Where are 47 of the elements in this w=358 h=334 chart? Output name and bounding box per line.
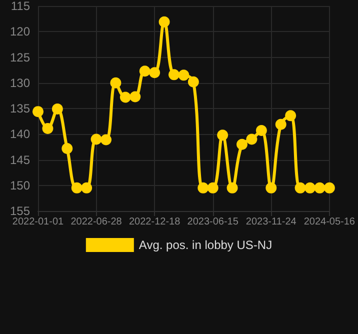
point [32,106,44,118]
y-tick-label: 120 [10,24,30,39]
y-tick-label: 130 [10,76,30,90]
point [314,182,326,194]
point [266,182,277,194]
y-tick-label: 135 [10,102,30,116]
y-tick-label: 150 [10,178,30,192]
point [304,182,316,194]
y-tick-label: 145 [10,152,30,167]
point [294,182,306,194]
x-tick-label: 2024-05-16 [304,216,356,228]
point [246,134,258,145]
point [100,134,112,146]
point [285,110,296,122]
point [226,182,238,194]
point [81,182,92,194]
point [139,66,150,77]
point [207,182,218,194]
point [120,92,131,103]
point [217,130,228,141]
point [71,182,82,194]
y-tick-label: 115 [10,0,30,13]
point [188,76,199,88]
point [324,182,335,194]
y-tick-label: 125 [10,50,30,64]
point [62,142,73,154]
point [178,70,190,81]
point [149,67,160,78]
point [42,122,54,134]
point [168,69,180,80]
point [130,91,141,102]
x-tick-label: 2022-12-18 [128,216,181,228]
point [110,77,122,88]
x-tick-label: 2022-06-28 [70,216,122,228]
point [90,134,102,145]
point [198,182,209,194]
x-tick-label: 2023-06-15 [187,216,239,228]
legend-label: Avg. pos. in lobby US-NJ [138,238,272,252]
point [256,125,267,136]
y-tick-label: 140 [10,127,30,142]
point [236,138,248,150]
x-tick-label: 2023-11-24 [246,216,297,228]
y-tick-label: 155 [10,204,30,218]
x-tick-label: 2022-01-01 [12,216,64,228]
point [158,16,170,28]
point [275,118,286,130]
point [52,104,63,115]
